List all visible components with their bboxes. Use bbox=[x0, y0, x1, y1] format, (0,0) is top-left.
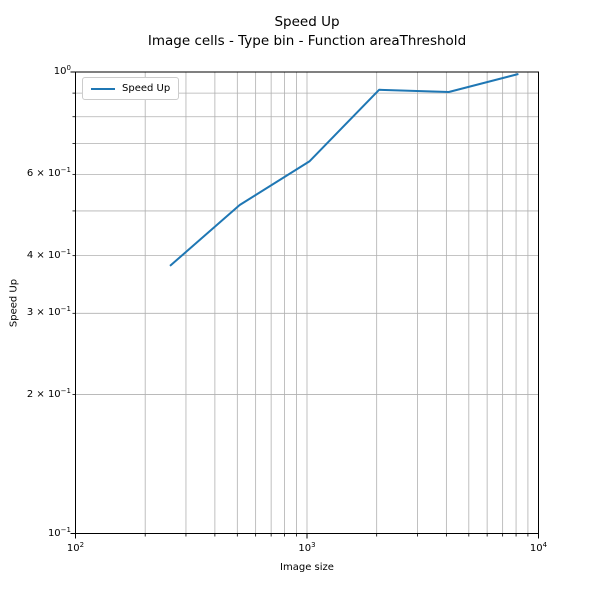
y-tick-label: 2 × 10−1 bbox=[26, 386, 71, 400]
y-tick-label: 6 × 10−1 bbox=[26, 166, 71, 180]
legend: Speed Up bbox=[82, 77, 180, 100]
y-tick-label: 10−1 bbox=[47, 525, 71, 539]
chart-title-line1: Speed Up bbox=[274, 14, 340, 30]
x-tick-label: 103 bbox=[298, 541, 316, 554]
x-tick-label: 102 bbox=[66, 541, 85, 554]
x-tick-label: 104 bbox=[529, 541, 548, 554]
speedup-line bbox=[169, 73, 519, 267]
y-tick-label: 3 × 10−1 bbox=[26, 305, 71, 319]
chart-title: Speed Up Image cells - Type bin - Functi… bbox=[148, 13, 466, 51]
x-axis-label: Image size bbox=[280, 562, 334, 573]
y-axis-label: Speed Up bbox=[8, 278, 20, 328]
chart-title-line2: Image cells - Type bin - Function areaTh… bbox=[147, 33, 467, 49]
legend-label: Speed Up bbox=[122, 83, 171, 94]
legend-line-sample-icon bbox=[91, 87, 115, 90]
y-tick-label: 100 bbox=[53, 64, 71, 77]
y-tick-label: 4 × 10−1 bbox=[26, 247, 71, 261]
